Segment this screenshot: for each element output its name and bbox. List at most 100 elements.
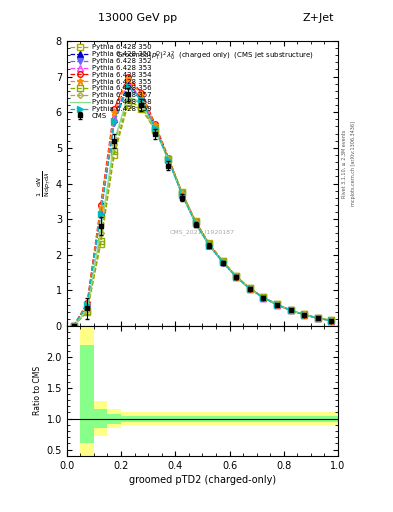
Pythia 6.428 355 [139, 91, 144, 97]
Pythia 6.428 352 [315, 315, 320, 322]
Line: Pythia 6.428 350: Pythia 6.428 350 [71, 102, 334, 329]
Pythia 6.428 355 [220, 259, 225, 265]
Pythia 6.428 351 [193, 220, 198, 226]
Pythia 6.428 358 [288, 307, 293, 313]
Bar [257, 416, 270, 422]
Pythia 6.428 359 [139, 96, 144, 102]
Pythia 6.428 357 [234, 273, 239, 279]
Pythia 6.428 358 [71, 323, 76, 329]
Pythia 6.428 359 [207, 243, 211, 249]
Pythia 6.428 356 [288, 307, 293, 313]
Pythia 6.428 353 [193, 220, 198, 226]
Pythia 6.428 350 [275, 301, 279, 307]
Pythia 6.428 351 [329, 317, 334, 324]
Pythia 6.428 358 [329, 317, 334, 324]
Pythia 6.428 357 [180, 190, 184, 196]
Pythia 6.428 353 [152, 123, 157, 130]
Pythia 6.428 352 [261, 295, 266, 301]
Pythia 6.428 356 [125, 98, 130, 104]
Pythia 6.428 354 [302, 312, 307, 318]
Pythia 6.428 356 [302, 311, 307, 317]
Text: Z+Jet: Z+Jet [303, 13, 334, 23]
Pythia 6.428 354 [166, 155, 171, 161]
Pythia 6.428 358 [166, 157, 171, 163]
Pythia 6.428 350 [220, 258, 225, 264]
Pythia 6.428 357 [207, 241, 211, 247]
Pythia 6.428 357 [139, 100, 144, 106]
Pythia 6.428 359 [275, 302, 279, 308]
Pythia 6.428 359 [261, 295, 266, 301]
Pythia 6.428 357 [302, 311, 307, 317]
Pythia 6.428 353 [180, 191, 184, 197]
Pythia 6.428 355 [166, 155, 171, 161]
Pythia 6.428 350 [152, 127, 157, 133]
Bar [202, 416, 216, 422]
Pythia 6.428 358 [261, 295, 266, 301]
Pythia 6.428 356 [315, 315, 320, 321]
Pythia 6.428 357 [98, 230, 103, 237]
Pythia 6.428 358 [193, 220, 198, 226]
Pythia 6.428 356 [71, 323, 76, 329]
Line: Pythia 6.428 357: Pythia 6.428 357 [72, 96, 333, 328]
Pythia 6.428 350 [193, 218, 198, 224]
Pythia 6.428 352 [329, 317, 334, 324]
Pythia 6.428 351 [234, 273, 239, 280]
Pythia 6.428 357 [220, 258, 225, 264]
Pythia 6.428 356 [261, 294, 266, 300]
Pythia 6.428 358 [315, 315, 320, 322]
Pythia 6.428 358 [85, 307, 90, 313]
Bar [81, 345, 94, 443]
Pythia 6.428 350 [71, 323, 76, 329]
Pythia 6.428 358 [139, 99, 144, 105]
Pythia 6.428 355 [180, 190, 184, 197]
Bar [230, 416, 243, 422]
Line: Pythia 6.428 355: Pythia 6.428 355 [70, 76, 335, 330]
Line: Pythia 6.428 356: Pythia 6.428 356 [71, 99, 334, 329]
Pythia 6.428 353 [275, 302, 279, 308]
Bar [135, 413, 148, 425]
Pythia 6.428 351 [275, 302, 279, 308]
Pythia 6.428 353 [139, 94, 144, 100]
Pythia 6.428 351 [261, 294, 266, 301]
Pythia 6.428 354 [234, 274, 239, 280]
Pythia 6.428 355 [234, 274, 239, 280]
Pythia 6.428 353 [85, 301, 90, 307]
Pythia 6.428 353 [112, 115, 117, 121]
Line: Pythia 6.428 353: Pythia 6.428 353 [71, 80, 334, 329]
Pythia 6.428 355 [207, 242, 211, 248]
Pythia 6.428 356 [275, 301, 279, 307]
Pythia 6.428 351 [98, 209, 103, 215]
Pythia 6.428 357 [152, 125, 157, 132]
Bar [216, 413, 230, 425]
Pythia 6.428 358 [275, 302, 279, 308]
Bar [284, 413, 298, 425]
Bar [230, 413, 243, 425]
Pythia 6.428 357 [329, 317, 334, 324]
Pythia 6.428 351 [85, 302, 90, 308]
Pythia 6.428 358 [207, 243, 211, 249]
Pythia 6.428 356 [329, 317, 334, 324]
Pythia 6.428 354 [329, 317, 334, 324]
Pythia 6.428 355 [71, 323, 76, 329]
Pythia 6.428 356 [112, 148, 117, 155]
Pythia 6.428 355 [98, 205, 103, 211]
Pythia 6.428 354 [125, 74, 130, 80]
Pythia 6.428 350 [248, 285, 252, 291]
Pythia 6.428 354 [98, 202, 103, 208]
Pythia 6.428 352 [166, 157, 171, 163]
Pythia 6.428 357 [315, 315, 320, 321]
Pythia 6.428 357 [85, 307, 90, 313]
Pythia 6.428 359 [180, 192, 184, 198]
Pythia 6.428 357 [71, 323, 76, 329]
Pythia 6.428 357 [248, 285, 252, 291]
Pythia 6.428 351 [125, 81, 130, 87]
Pythia 6.428 355 [302, 312, 307, 318]
Bar [311, 413, 325, 425]
Pythia 6.428 358 [220, 259, 225, 265]
Pythia 6.428 351 [71, 323, 76, 329]
Pythia 6.428 355 [152, 122, 157, 128]
Bar [270, 413, 284, 425]
Pythia 6.428 354 [275, 301, 279, 307]
Bar [148, 416, 162, 422]
Pythia 6.428 358 [302, 312, 307, 318]
